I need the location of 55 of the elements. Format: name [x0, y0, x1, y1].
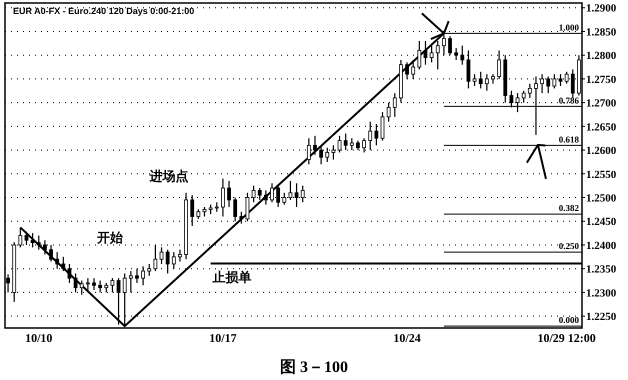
candlestick	[160, 246, 164, 265]
annotation: 0.250	[558, 241, 580, 252]
y-tick-label: 1.2700	[586, 98, 617, 110]
candlestick	[214, 202, 219, 212]
annotation: 0.618	[558, 134, 580, 144]
candlestick	[24, 231, 28, 246]
caption: 图 3－100	[280, 359, 348, 376]
candlestick	[454, 47, 458, 61]
candlestick	[392, 92, 397, 118]
candlestick	[239, 211, 244, 224]
candlestick	[202, 206, 206, 218]
y-tick-label: 1.2300	[586, 287, 617, 300]
ref-line-label: 止损单	[212, 269, 252, 284]
candlestick	[208, 204, 213, 215]
candlestick	[221, 178, 225, 218]
y-tick-label: 1.2750	[586, 74, 617, 86]
x-tick-label: 10/17	[209, 331, 237, 345]
x-tick-label: 10/24	[393, 331, 421, 345]
annotation: 0.000	[558, 315, 580, 326]
y-tick-label: 1.2850	[586, 26, 617, 38]
y-tick-label: 1.2900	[586, 2, 617, 15]
candlestick	[528, 83, 532, 98]
candlestick	[424, 40, 428, 66]
annotation: 1.000	[558, 22, 580, 32]
candlestick	[491, 74, 495, 84]
y-tick-label: 1.2800	[586, 50, 617, 62]
y-tick-label: 1.2600	[586, 145, 617, 158]
candlestick	[92, 278, 96, 291]
y-tick-label: 1.2550	[586, 168, 617, 181]
y-tick-label: 1.2500	[586, 192, 617, 205]
y-tick-label: 1.2650	[586, 121, 617, 134]
y-tick-label: 1.2250	[586, 311, 617, 324]
candlestick	[86, 278, 90, 294]
candlestick	[147, 263, 152, 276]
candlestick	[484, 74, 489, 92]
annotation: 进场点	[148, 168, 188, 184]
x-tick-label: 10/29 12:00	[537, 331, 596, 345]
y-tick-label: 1.2400	[586, 240, 617, 252]
y-tick-label: 1.2350	[586, 264, 617, 276]
x-tick-label: 10/10	[25, 331, 52, 345]
annotation: 开始	[96, 230, 124, 246]
candlestick	[196, 208, 200, 220]
annotation: 0.786	[558, 95, 580, 106]
candlestick	[178, 249, 182, 262]
candlestick	[30, 232, 35, 248]
annotation: 0.382	[558, 203, 580, 214]
candlestick	[227, 180, 231, 208]
candlestick	[478, 71, 483, 89]
candlestick	[472, 74, 476, 87]
candlestick	[430, 45, 434, 63]
candlestick	[380, 112, 384, 142]
candlestick	[166, 249, 170, 274]
y-tick-label: 1.2450	[586, 216, 617, 228]
candlestick	[417, 40, 422, 70]
chart-title: EUR A0-FX - Euro.240 120 Days 0:00-21:00	[13, 6, 194, 16]
